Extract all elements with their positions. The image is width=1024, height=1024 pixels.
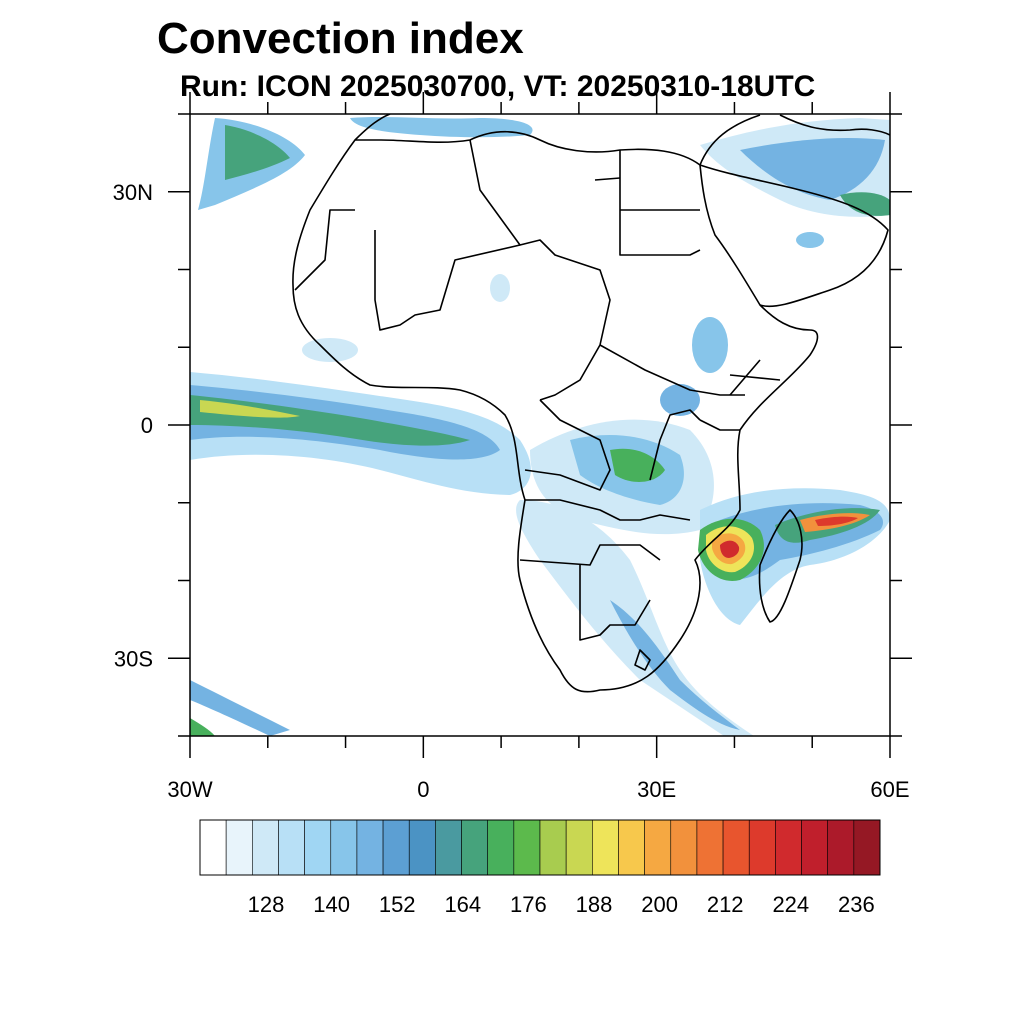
colorbar-swatch	[748, 819, 776, 876]
y-tick-label: 0	[141, 413, 153, 438]
colorbar-swatch	[670, 819, 698, 876]
colorbar-label: 152	[379, 892, 416, 917]
colorbar-swatch	[225, 819, 253, 876]
colorbar-label: 140	[313, 892, 350, 917]
colorbar-swatch	[853, 819, 881, 876]
colorbar-swatch	[696, 819, 724, 876]
colorbar-labels: 128 140 152 164 176 188 200 212 224 236	[248, 892, 875, 917]
colorbar-swatch	[539, 819, 567, 876]
colorbar-swatch	[408, 819, 436, 876]
colorbar-swatch	[356, 819, 384, 876]
colorbar-swatch	[278, 819, 305, 876]
colorbar-label: 236	[838, 892, 875, 917]
colorbar-swatch	[513, 819, 541, 876]
colorbar-swatch	[435, 819, 462, 876]
colorbar-swatch	[644, 819, 672, 876]
colorbar-frame	[199, 819, 881, 876]
colorbar-swatch	[304, 819, 332, 876]
x-tick-label: 30W	[167, 777, 212, 802]
colorbar-swatch	[775, 819, 802, 876]
colorbar-swatch	[199, 819, 227, 876]
colorbar-label: 164	[444, 892, 481, 917]
colorbar	[199, 819, 881, 876]
x-tick-label: 0	[417, 777, 429, 802]
colorbar-label: 128	[248, 892, 285, 917]
y-tick-label: 30S	[114, 646, 153, 671]
colorbar-swatch	[801, 819, 828, 876]
convection-field	[190, 117, 890, 736]
colorbar-swatch	[252, 819, 279, 876]
colorbar-swatch	[565, 819, 593, 876]
chart-title: Convection index	[157, 14, 524, 63]
colorbar-swatch	[382, 819, 410, 876]
axis-tick-labels: 30W 0 30E 60E 30N 0 30S	[113, 180, 910, 802]
colorbar-label: 224	[772, 892, 809, 917]
axis-ticks	[168, 92, 912, 758]
chart-subtitle: Run: ICON 2025030700, VT: 20250310-18UTC	[180, 70, 816, 103]
colorbar-swatch	[330, 819, 358, 876]
colorbar-swatch	[592, 819, 619, 876]
colorbar-label: 188	[576, 892, 613, 917]
x-tick-label: 30E	[637, 777, 676, 802]
colorbar-swatch	[461, 819, 488, 876]
colorbar-label: 200	[641, 892, 678, 917]
y-tick-label: 30N	[113, 180, 153, 205]
colorbar-swatch	[722, 819, 750, 876]
colorbar-swatch	[487, 819, 515, 876]
coastline-borders	[292, 114, 890, 693]
colorbar-label: 212	[707, 892, 744, 917]
colorbar-swatch	[618, 819, 645, 876]
colorbar-swatch	[827, 819, 855, 876]
colorbar-label: 176	[510, 892, 547, 917]
x-tick-label: 60E	[870, 777, 909, 802]
